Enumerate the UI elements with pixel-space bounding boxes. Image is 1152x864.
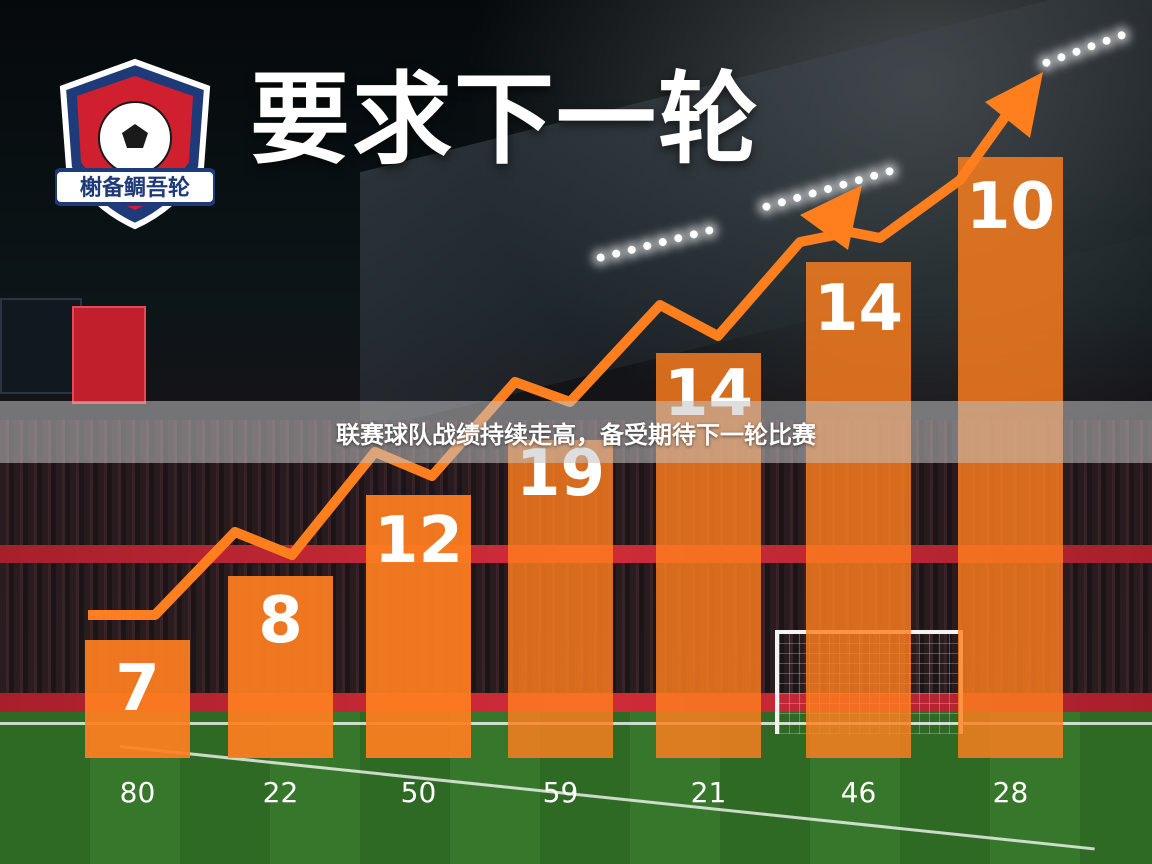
arrow-head-icon xyxy=(985,72,1043,138)
bar-value-label: 14 xyxy=(814,272,903,346)
bar-value-label: 12 xyxy=(374,504,463,578)
bar-value-label: 7 xyxy=(115,652,160,726)
team-logo: 榭备鲷吾轮 xyxy=(55,58,215,230)
caption-banner: 联赛球队战绩持续走高，备受期待下一轮比赛 xyxy=(0,401,1152,463)
arrow-head-icon xyxy=(800,185,862,250)
category-label: 28 xyxy=(993,776,1029,809)
caption-text: 联赛球队战绩持续走高，备受期待下一轮比赛 xyxy=(336,420,816,449)
category-label: 21 xyxy=(691,776,727,809)
bar-50 xyxy=(366,495,471,758)
category-label: 50 xyxy=(401,776,437,809)
football-patch-icon xyxy=(122,124,148,148)
bar-22 xyxy=(228,576,333,758)
category-label: 22 xyxy=(263,776,299,809)
bar-46 xyxy=(806,262,911,758)
category-label: 59 xyxy=(543,776,579,809)
bar-59 xyxy=(508,440,613,758)
bar-value-label: 8 xyxy=(258,584,303,658)
category-label: 46 xyxy=(841,776,877,809)
headline: 要求下一轮 xyxy=(250,61,760,178)
bar-80 xyxy=(85,640,190,758)
logo-ribbon-icon xyxy=(55,168,215,206)
bar-value-label: 10 xyxy=(966,170,1055,244)
logo-text: 榭备鲷吾轮 xyxy=(80,175,190,201)
scoreboard xyxy=(0,298,82,394)
category-label: 80 xyxy=(120,776,156,809)
